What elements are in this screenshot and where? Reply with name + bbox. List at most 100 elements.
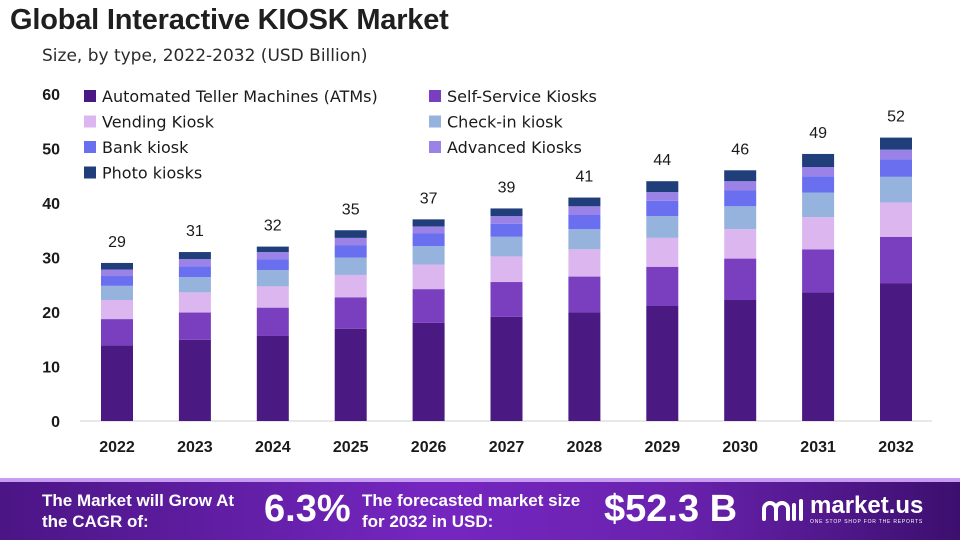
brand-text: market.us ONE STOP SHOP FOR THE REPORTS [810, 494, 923, 526]
legend-swatch [84, 90, 96, 102]
bar-segment-2027-6 [490, 216, 523, 224]
legend-swatch [84, 115, 96, 128]
bar-segment-2031-2 [802, 249, 835, 293]
bar-segment-2024-4 [256, 270, 289, 287]
bar-segment-2024-6 [256, 252, 289, 260]
legend-label: Photo kiosks [102, 164, 202, 183]
x-tick-label: 2025 [333, 439, 369, 456]
bar-segment-2024-1 [256, 335, 289, 421]
market-us-logo-icon [762, 499, 803, 521]
bar-segment-2025-4 [334, 257, 367, 275]
bar-segment-2028-7 [568, 197, 601, 207]
x-tick-label: 2027 [489, 439, 525, 456]
bar-segment-2023-3 [178, 292, 211, 313]
legend-swatch [429, 115, 441, 128]
bar-segment-2029-3 [646, 237, 679, 267]
bar-segment-2024-2 [256, 307, 289, 336]
legend-swatch [429, 141, 441, 153]
total-label: 32 [264, 218, 282, 235]
total-label: 35 [342, 201, 360, 218]
bar-segment-2023-1 [178, 339, 211, 421]
brand-name: market.us [810, 492, 924, 519]
total-label: 29 [108, 234, 126, 251]
bar-segment-2029-5 [646, 200, 679, 217]
bar-segment-2027-4 [490, 236, 523, 257]
bar-segment-2030-5 [724, 190, 757, 207]
legend-label: Bank kiosk [102, 138, 189, 157]
legend-label: Self-Service Kiosks [447, 87, 597, 106]
bar-segment-2022-1 [101, 345, 133, 421]
bar-segment-2022-7 [101, 262, 133, 270]
total-label: 41 [576, 169, 594, 186]
bar-segment-2032-4 [880, 176, 912, 203]
x-tick-label: 2031 [800, 439, 836, 456]
forecast-value: $52.3 B [604, 488, 738, 530]
bar-segment-2022-4 [101, 285, 133, 301]
legend-label: Advanced Kiosks [447, 138, 582, 157]
x-tick-label: 2024 [255, 439, 291, 456]
bar-segment-2030-2 [724, 258, 757, 301]
bar-segment-2022-3 [101, 300, 133, 320]
x-axis: 2022 2023 2024 2025 2026 2027 2028 2029 2030 2031… [99, 439, 914, 456]
bar-segment-2029-6 [646, 192, 679, 201]
y-tick-label: 60 [42, 87, 60, 104]
bar-segment-2032-1 [880, 283, 912, 421]
bar-segment-2022-6 [101, 269, 133, 277]
legend-swatch [429, 90, 441, 102]
bar-segment-2025-6 [334, 237, 367, 246]
bar-segment-2025-1 [334, 328, 367, 421]
cagr-label: The Market will Grow At the CAGR of: [42, 491, 235, 531]
bar-segment-2031-5 [802, 176, 835, 193]
x-tick-label: 2030 [722, 439, 758, 456]
footer-top-border [0, 478, 960, 482]
bar-segment-2022-2 [101, 319, 133, 346]
x-tick-label: 2028 [567, 439, 603, 456]
bar-segment-2026-6 [412, 226, 445, 234]
footer-banner: The Market will Grow At the CAGR of: 6.3… [0, 478, 960, 540]
total-label: 46 [731, 141, 749, 158]
x-tick-label: 2029 [645, 439, 681, 456]
bar-segment-2026-3 [412, 264, 445, 290]
bar-segment-2027-3 [490, 256, 523, 283]
bar-segment-2026-1 [412, 322, 445, 421]
total-labels: 29 31 32 35 37 39 41 44 46 49 52 [108, 109, 905, 251]
y-tick-label: 10 [42, 360, 60, 377]
bar-segment-2031-7 [802, 153, 835, 168]
bar-segment-2029-7 [646, 181, 679, 193]
legend-label: Automated Teller Machines (ATMs) [102, 87, 378, 106]
y-tick-label: 50 [42, 142, 60, 159]
bar-segment-2026-5 [412, 233, 445, 247]
cagr-value: 6.3% [264, 488, 351, 530]
legend-swatch [84, 141, 96, 153]
bars-group [101, 137, 912, 421]
bar-segment-2028-5 [568, 214, 601, 230]
bar-segment-2032-7 [880, 137, 912, 150]
bar-segment-2024-3 [256, 286, 289, 308]
bar-segment-2025-3 [334, 274, 367, 298]
bar-segment-2030-4 [724, 206, 757, 230]
total-label: 37 [420, 190, 438, 207]
y-tick-label: 40 [42, 196, 60, 213]
bar-segment-2032-6 [880, 149, 912, 160]
bar-segment-2032-3 [880, 202, 912, 237]
total-label: 44 [653, 152, 671, 169]
bar-segment-2030-3 [724, 229, 757, 259]
bar-segment-2022-5 [101, 276, 133, 286]
bar-segment-2023-6 [178, 259, 211, 267]
bar-segment-2023-5 [178, 266, 211, 278]
bar-segment-2029-1 [646, 306, 679, 421]
bar-segment-2025-2 [334, 297, 367, 329]
bar-segment-2029-4 [646, 216, 679, 238]
bar-segment-2026-7 [412, 219, 445, 227]
bar-segment-2026-2 [412, 289, 445, 323]
bar-segment-2031-6 [802, 167, 835, 177]
bar-segment-2027-5 [490, 223, 523, 237]
forecast-label: The forecasted market size for 2032 in U… [362, 491, 581, 531]
bar-segment-2028-2 [568, 276, 601, 313]
bar-segment-2030-6 [724, 181, 757, 191]
bar-segment-2028-1 [568, 312, 601, 421]
y-tick-label: 30 [42, 251, 60, 268]
bar-segment-2032-5 [880, 159, 912, 177]
chart-subtitle: Size, by type, 2022-2032 (USD Billion) [42, 46, 368, 66]
